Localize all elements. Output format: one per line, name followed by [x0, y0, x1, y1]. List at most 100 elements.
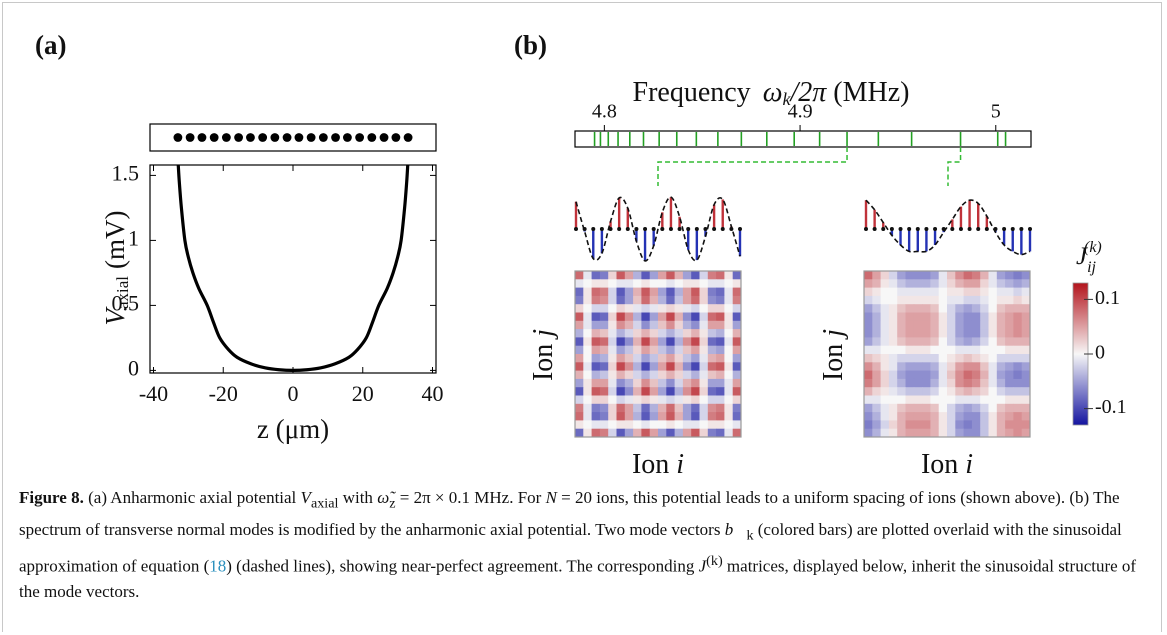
label-text: Ion — [921, 449, 958, 480]
heatmap-cell — [591, 279, 601, 288]
heatmap-cell — [963, 420, 973, 430]
heatmap-cell — [1021, 403, 1031, 413]
heatmap-cell — [575, 354, 584, 363]
heatmap-cell — [971, 403, 981, 413]
heatmap-cell — [707, 295, 717, 305]
heatmap-cell — [888, 279, 898, 288]
heatmap-cell — [888, 271, 898, 280]
x-tick-label: -20 — [209, 381, 238, 406]
heatmap-cell — [608, 362, 617, 371]
heatmap-cell — [649, 279, 659, 288]
heatmap-cell — [880, 271, 890, 280]
heatmap-cell — [732, 345, 742, 355]
heatmap-cell — [971, 362, 981, 371]
heatmap-cell — [1021, 354, 1031, 363]
heatmap-cell — [1013, 387, 1023, 396]
heatmap-cell — [913, 362, 923, 371]
heatmap-cell — [633, 271, 642, 280]
heatmap-cell — [658, 420, 667, 430]
ion-dot — [677, 227, 682, 231]
heatmap-cell — [1013, 287, 1023, 297]
heatmap-cell — [716, 420, 725, 430]
ion — [234, 133, 243, 142]
heatmap-cell — [591, 337, 601, 347]
heatmap-cell — [996, 428, 1006, 438]
heatmap-cell — [988, 312, 998, 322]
heatmap-cell — [674, 320, 684, 330]
heatmap-cell — [691, 337, 700, 347]
heatmap-cell — [971, 295, 981, 305]
heatmap-cell — [707, 354, 717, 363]
heatmap-cell — [897, 362, 906, 371]
heatmap-cell — [616, 345, 626, 355]
heatmap-cell — [930, 362, 940, 371]
heatmap-cell — [682, 304, 692, 313]
heatmap-cell — [947, 362, 956, 371]
heatmap-cell — [674, 395, 684, 405]
heatmap-cell — [888, 354, 898, 363]
heatmap-cell — [575, 420, 584, 430]
heatmap-cell — [682, 387, 692, 396]
heatmap-cell — [641, 271, 651, 280]
heatmap-cell — [905, 271, 915, 280]
heatmap-cell — [707, 362, 717, 371]
heatmap-cell — [624, 271, 634, 280]
heatmap-cell — [938, 312, 948, 322]
heatmap-cell — [913, 345, 923, 355]
heatmap-cell — [888, 304, 898, 313]
heatmap-cell — [608, 312, 617, 322]
heatmap-cell — [880, 312, 890, 322]
heatmap-cell — [872, 295, 881, 305]
heatmap-cell — [716, 354, 725, 363]
equation-link[interactable]: 18 — [209, 556, 227, 576]
caption-text: = 20 ions, this potential leads to a uni… — [19, 488, 1120, 539]
heatmap-cell — [599, 304, 609, 313]
heatmap-cell — [599, 312, 609, 322]
heatmap-cell — [699, 345, 709, 355]
heatmap-cell — [996, 279, 1006, 288]
caption-math: ω̃ — [377, 488, 390, 507]
heatmap-cell — [938, 320, 948, 330]
heatmap-cell — [658, 320, 667, 330]
heatmap-cell — [938, 387, 948, 396]
heatmap-cell — [905, 428, 915, 438]
heatmap-cell — [1005, 304, 1014, 313]
heatmap-cell — [624, 312, 634, 322]
heatmap-cell — [897, 287, 906, 297]
heatmap-cell — [1005, 412, 1014, 421]
heatmap-cell — [624, 354, 634, 363]
ion — [331, 133, 340, 142]
heatmap-cell — [608, 271, 617, 280]
heatmap-cell — [666, 370, 675, 380]
heatmap-cell — [691, 354, 700, 363]
heatmap-cell — [980, 320, 989, 330]
heatmap-cell — [988, 378, 998, 388]
caption-math: N — [545, 488, 557, 507]
ion-dot — [1028, 227, 1032, 231]
heatmap-cell — [980, 403, 989, 413]
heatmap-cell — [699, 403, 709, 413]
heatmap-cell — [947, 395, 956, 405]
heatmap-cell — [649, 295, 659, 305]
heatmap-cell — [888, 378, 898, 388]
heatmap-cell — [872, 329, 881, 338]
heatmap-cell — [641, 337, 651, 347]
heatmap-cell — [996, 271, 1006, 280]
heatmap-cell — [872, 403, 881, 413]
heatmap-cell — [691, 428, 700, 438]
heatmap-cell — [599, 395, 609, 405]
heatmap-cell — [955, 304, 964, 313]
heatmap-cell — [666, 304, 675, 313]
heatmap-cell — [666, 412, 675, 421]
heatmap-cell — [674, 287, 684, 297]
heatmap-cell — [707, 395, 717, 405]
heatmap-cell — [674, 304, 684, 313]
heatmap-cell — [980, 428, 989, 438]
heatmap-cell — [724, 420, 734, 430]
heatmap-cell — [938, 295, 948, 305]
ion — [367, 133, 377, 142]
heatmap-cell — [938, 354, 948, 363]
heatmap-cell — [716, 428, 725, 438]
heatmap-cell — [599, 428, 609, 438]
